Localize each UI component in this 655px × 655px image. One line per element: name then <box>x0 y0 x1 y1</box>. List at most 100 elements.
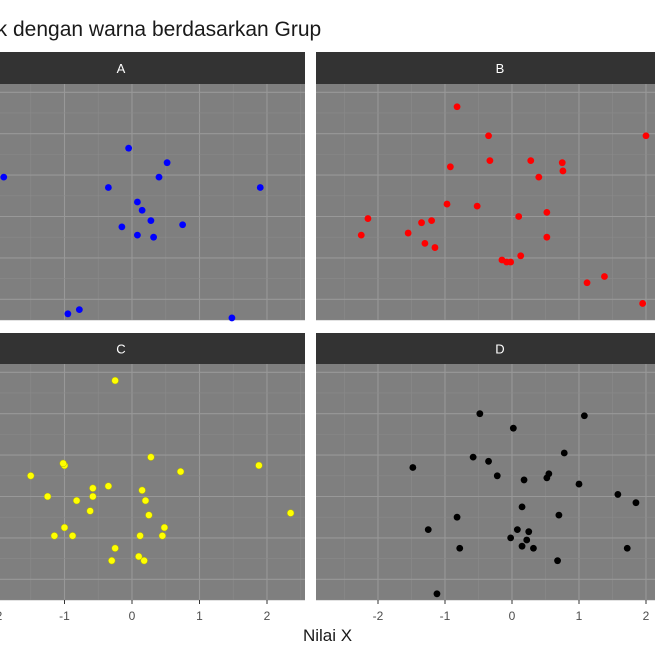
data-point <box>111 544 119 552</box>
data-point <box>473 202 481 210</box>
data-point <box>255 461 263 470</box>
data-point <box>286 509 295 517</box>
data-point <box>456 544 464 552</box>
data-point <box>476 410 484 418</box>
data-point <box>228 314 236 322</box>
data-point <box>176 467 185 476</box>
data-point <box>558 159 566 167</box>
x-tick-label: 1 <box>576 609 583 623</box>
panel-background <box>316 84 655 320</box>
data-point <box>134 198 141 206</box>
data-point <box>179 221 187 229</box>
data-point <box>64 310 72 318</box>
data-point <box>104 184 112 191</box>
data-point <box>256 184 264 191</box>
data-point <box>150 233 158 241</box>
x-tick-label: -2 <box>0 609 3 623</box>
data-point <box>145 511 153 519</box>
data-point <box>614 491 622 498</box>
data-point <box>0 173 8 181</box>
data-point <box>68 532 77 540</box>
data-point <box>50 532 59 540</box>
data-point <box>485 457 492 465</box>
facet-strip-label: B <box>496 61 505 76</box>
facet-strip <box>316 333 655 364</box>
data-point <box>543 233 551 241</box>
facet-strip <box>0 333 305 364</box>
x-axis-label: Nilai X <box>302 626 353 645</box>
data-point <box>86 507 94 515</box>
data-point <box>428 217 435 225</box>
data-point <box>507 534 515 542</box>
x-tick-label: 0 <box>129 609 136 623</box>
data-point <box>141 496 150 505</box>
facet-strip <box>316 52 655 84</box>
data-point <box>575 480 583 488</box>
data-point <box>518 542 526 550</box>
data-point <box>43 492 52 501</box>
data-point <box>409 464 417 471</box>
x-tick-label: -2 <box>373 609 384 623</box>
data-point <box>364 215 372 222</box>
data-point <box>639 300 647 307</box>
data-point <box>134 231 141 239</box>
facet-panel-b: B <box>316 52 655 321</box>
panel-background <box>316 364 655 600</box>
data-point <box>623 544 631 552</box>
data-point <box>469 453 477 461</box>
data-point <box>108 557 116 565</box>
data-point <box>73 496 81 505</box>
data-point <box>140 557 148 565</box>
data-point <box>601 273 608 280</box>
panel-background <box>0 84 305 320</box>
data-point <box>147 217 155 225</box>
data-point <box>527 157 535 164</box>
data-point <box>559 167 567 175</box>
data-point <box>59 459 67 468</box>
data-point <box>555 511 563 519</box>
data-point <box>513 526 521 534</box>
x-tick-label: -1 <box>59 609 70 623</box>
data-point <box>138 486 146 494</box>
facet-panel-a: A <box>0 52 305 322</box>
data-point <box>431 244 439 251</box>
data-point <box>158 532 167 540</box>
data-point <box>543 208 551 216</box>
data-point <box>509 424 517 432</box>
data-point <box>580 412 588 420</box>
data-point <box>642 132 650 140</box>
data-point <box>404 229 412 237</box>
data-point <box>111 376 119 385</box>
data-point <box>125 144 133 152</box>
facet-strip-label: D <box>495 342 504 357</box>
data-point <box>147 453 155 461</box>
data-point <box>155 173 163 181</box>
data-point <box>632 499 640 507</box>
data-point <box>530 544 537 552</box>
data-point <box>507 258 515 266</box>
data-point <box>453 513 461 521</box>
x-tick-label: -1 <box>440 609 451 623</box>
facet-strip-label: A <box>117 61 126 76</box>
data-point <box>583 279 591 287</box>
x-tick-label: 1 <box>196 609 203 623</box>
data-point <box>135 552 143 561</box>
data-point <box>515 213 523 220</box>
data-point <box>104 482 113 490</box>
data-point <box>424 526 432 534</box>
data-point <box>525 528 533 536</box>
data-point <box>89 484 97 492</box>
x-tick-label: 0 <box>509 609 516 623</box>
data-point <box>554 557 561 565</box>
data-point <box>118 223 126 231</box>
data-point <box>136 532 144 540</box>
facet-panel-c: C -2 -1 0 1 2 <box>0 333 305 623</box>
data-point <box>160 523 169 532</box>
data-point <box>443 200 451 208</box>
data-point <box>518 503 526 511</box>
data-point <box>89 492 97 501</box>
chart-title: ik dengan warna berdasarkan Grup <box>0 18 322 41</box>
data-point <box>493 472 501 480</box>
panel-background <box>0 364 305 600</box>
data-point <box>543 474 551 482</box>
